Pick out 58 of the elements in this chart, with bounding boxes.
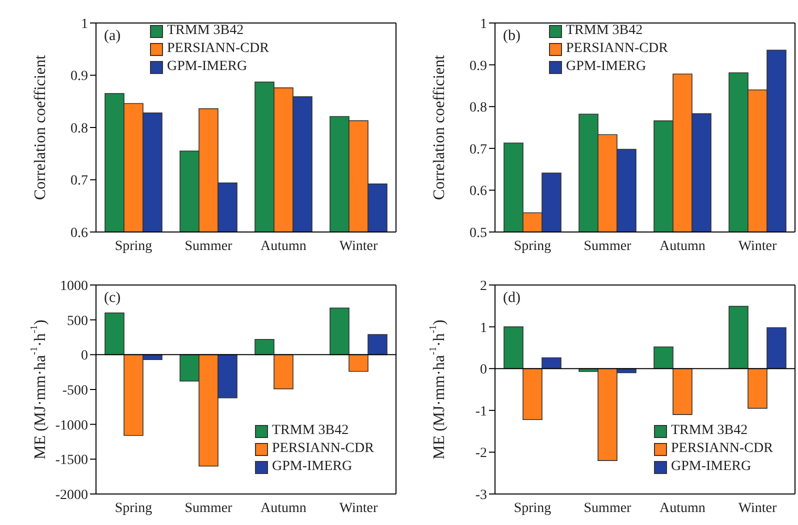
x-tick-label: Spring <box>514 500 552 516</box>
y-tick-label: 1 <box>480 320 487 336</box>
legend-label: GPM-IMERG <box>167 58 248 76</box>
y-tick-label: 500 <box>67 314 88 329</box>
y-tick-label: 0.7 <box>470 142 487 158</box>
legend-label: GPM-IMERG <box>566 58 646 76</box>
legend-label: TRMM 3B42 <box>671 422 748 440</box>
y-tick-label: -2 <box>475 446 487 462</box>
legend-label: PERSIANN-CDR <box>167 40 269 58</box>
y-tick-label: 0.8 <box>470 100 487 116</box>
y-tick-label: 1 <box>480 16 487 32</box>
x-tick-label: Winter <box>738 238 777 254</box>
x-tick-label: Autumn <box>260 500 306 516</box>
annotation: (b) <box>503 28 520 45</box>
y-tick-label: -3 <box>475 488 487 503</box>
legend-label: GPM-IMERG <box>272 458 352 476</box>
legend-label: TRMM 3B42 <box>167 22 244 40</box>
y-tick-label: 0.6 <box>70 226 88 241</box>
y-tick-label: 2 <box>480 278 487 294</box>
annotation: (c) <box>104 290 121 307</box>
x-tick-label: Autumn <box>660 238 706 254</box>
legend-label: PERSIANN-CDR <box>566 40 668 58</box>
legend-label: TRMM 3B42 <box>272 422 349 440</box>
annotation: (d) <box>503 290 520 307</box>
legend-label: PERSIANN-CDR <box>671 440 773 458</box>
x-tick-label: Winter <box>339 238 378 254</box>
y-tick-label: -2000 <box>55 488 88 503</box>
y-tick-label: 0.5 <box>470 226 487 241</box>
annotation: (a) <box>104 28 121 45</box>
y-tick-label: 1 <box>81 16 88 32</box>
y-tick-label: 0.9 <box>70 69 88 84</box>
x-tick-label: Spring <box>114 500 152 516</box>
x-tick-label: Summer <box>184 238 233 254</box>
x-tick-label: Winter <box>339 500 378 516</box>
y-tick-label: -1000 <box>55 418 88 434</box>
x-tick-label: Summer <box>584 500 632 516</box>
x-tick-label: Summer <box>584 238 632 254</box>
x-tick-label: Spring <box>514 238 552 254</box>
y-tick-label: 0.6 <box>470 184 487 200</box>
y-tick-label: 0 <box>480 362 487 378</box>
y-axis-title: Correlation coefficient <box>32 54 48 200</box>
y-tick-label: 0.7 <box>70 174 88 189</box>
y-tick-label: -500 <box>62 383 88 398</box>
x-tick-label: Summer <box>184 500 233 516</box>
x-tick-label: Winter <box>738 500 777 516</box>
y-axis-title: Correlation coefficient <box>430 54 448 200</box>
x-tick-label: Spring <box>114 238 152 254</box>
legend-label: GPM-IMERG <box>671 458 752 476</box>
legend-label: PERSIANN-CDR <box>272 440 374 458</box>
x-tick-label: Autumn <box>660 500 706 516</box>
y-tick-label: -1500 <box>55 453 88 468</box>
y-tick-label: 0.8 <box>70 121 88 136</box>
legend-label: TRMM 3B42 <box>566 22 643 40</box>
y-tick-label: -1 <box>475 404 487 420</box>
y-tick-label: 1000 <box>60 278 88 294</box>
y-tick-label: 0 <box>81 348 88 364</box>
y-tick-label: 0.9 <box>470 58 487 74</box>
x-tick-label: Autumn <box>260 238 306 254</box>
